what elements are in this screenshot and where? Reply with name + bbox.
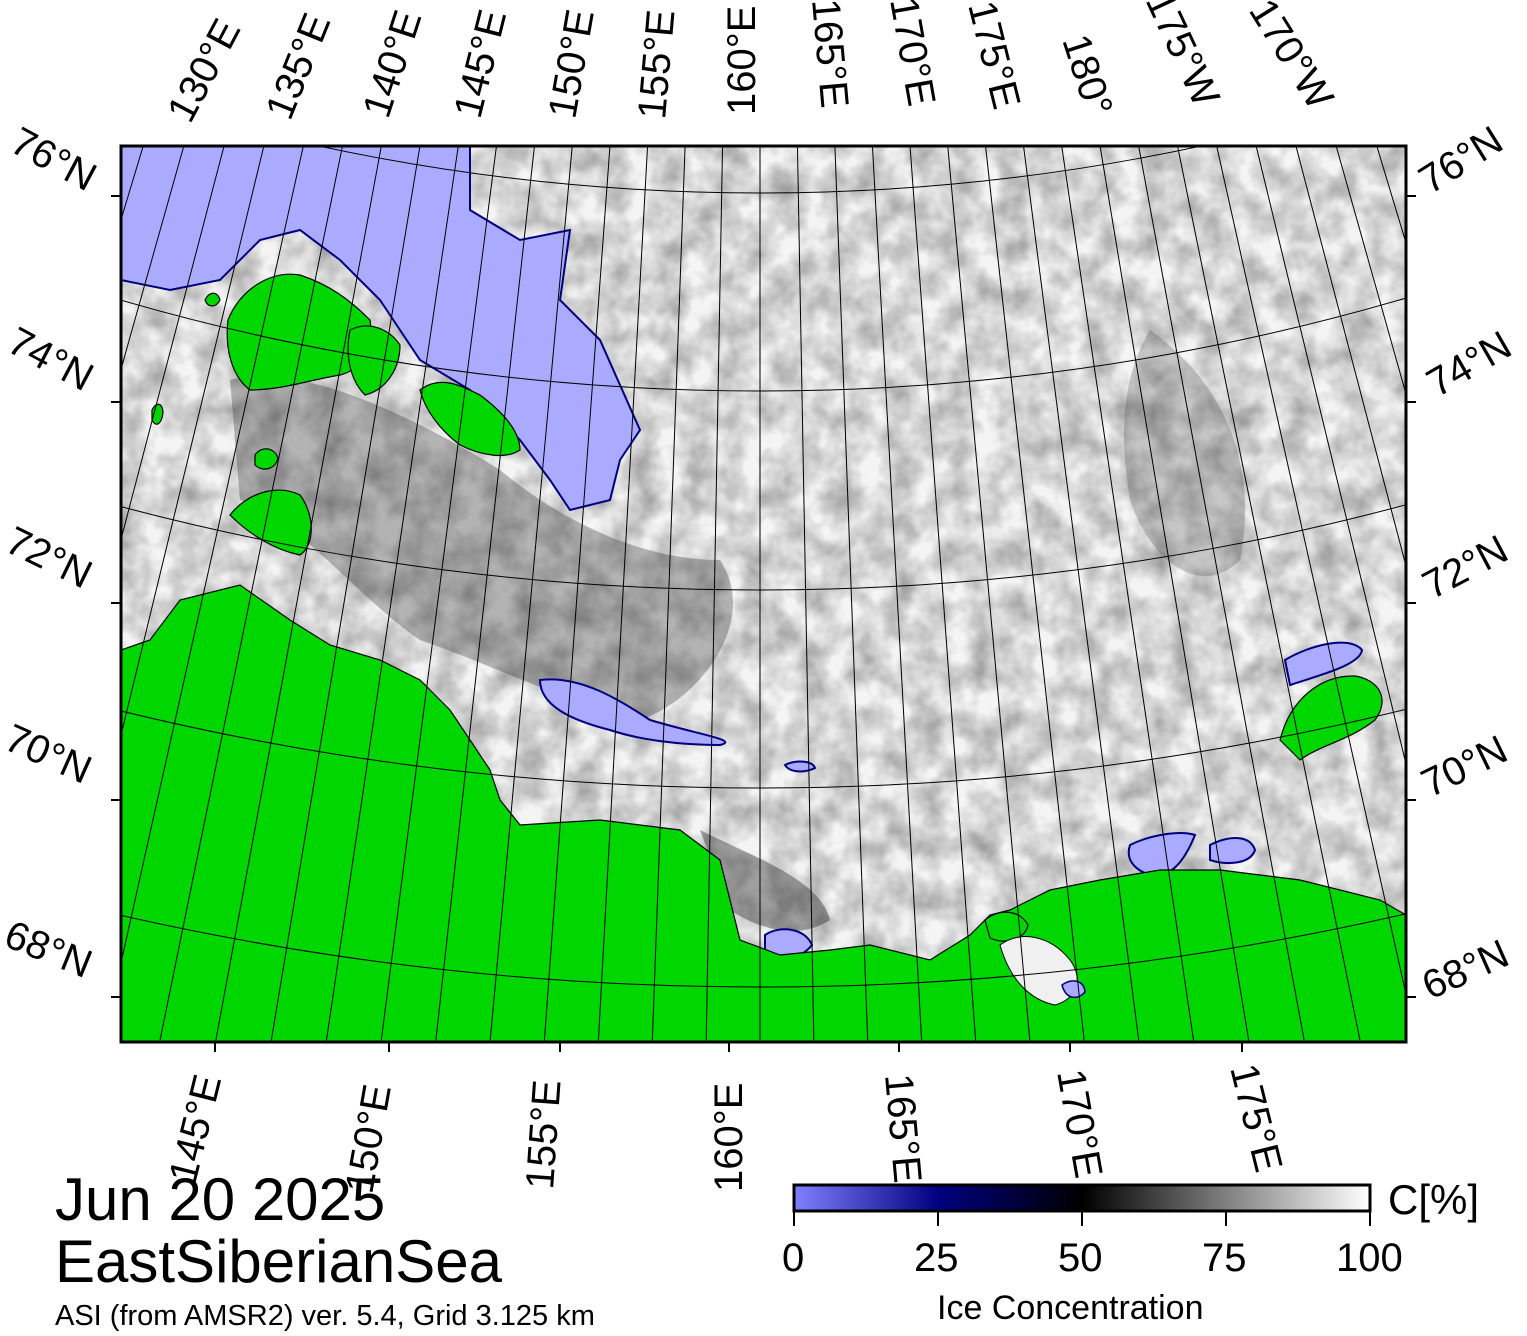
colorbar-ticks <box>793 1211 1371 1226</box>
dark-ice-zone <box>700 830 830 931</box>
right-lat-label: 68°N <box>1416 932 1516 1009</box>
top-lon-label: 150°E <box>541 6 603 121</box>
longitude-line <box>651 146 686 1042</box>
bottom-lon-label: 175°E <box>1221 1060 1290 1177</box>
open-water-patch <box>1283 641 1364 687</box>
top-lon-label: 175°W <box>1137 0 1228 113</box>
right-lat-label: 70°N <box>1415 727 1515 806</box>
right-latitude-labels: 76°N 74°N 72°N 70°N 68°N <box>1411 118 1518 1008</box>
small-island <box>204 292 221 307</box>
longitude-line <box>215 146 382 1042</box>
left-lat-label: 72°N <box>0 519 99 598</box>
top-lon-label: 140°E <box>355 5 431 123</box>
longitude-line <box>1295 146 1406 569</box>
top-lon-label: 180° <box>1053 29 1120 121</box>
top-lon-label: 170°E <box>881 0 943 109</box>
dark-ice-zone <box>1124 330 1246 577</box>
open-water-patch <box>783 760 817 773</box>
longitude-line <box>489 146 573 1042</box>
longitude-line <box>1177 146 1361 1042</box>
right-lat-label: 74°N <box>1420 323 1519 406</box>
longitude-line <box>796 146 815 1042</box>
longitude-line <box>985 146 1085 1042</box>
left-latitude-labels: 76°N 74°N 72°N 70°N 68°N <box>0 119 103 987</box>
top-lon-label: 135°E <box>258 7 340 125</box>
colorbar-tick-label: 50 <box>1058 1236 1103 1280</box>
new-siberia-island <box>419 381 521 456</box>
open-water-region <box>121 146 642 512</box>
top-lon-label: 155°E <box>630 8 683 121</box>
top-lon-label: 175°E <box>959 0 1028 113</box>
colorbar <box>792 1183 1372 1213</box>
left-lat-label: 68°N <box>0 913 98 987</box>
colorbar-tick-label: 25 <box>914 1236 959 1280</box>
longitude-line <box>121 146 304 966</box>
top-longitude-labels: 130°E 135°E 140°E 145°E 150°E 155°E 160°… <box>159 0 1342 129</box>
top-lon-label: 170°W <box>1240 0 1341 117</box>
dark-ice-zone <box>230 376 733 720</box>
top-lon-label: 145°E <box>446 5 515 122</box>
longitude-line <box>159 146 343 1042</box>
longitude-line <box>270 146 421 1042</box>
longitude-line <box>543 146 611 1042</box>
longitude-line <box>1138 146 1305 1042</box>
longitude-line <box>1023 146 1140 1042</box>
bottom-lon-label: 170°E <box>1048 1066 1110 1181</box>
longitude-line <box>909 146 977 1042</box>
map-frame <box>119 144 1408 1044</box>
wrangel-island <box>1279 675 1383 761</box>
bottom-lon-label: 160°E <box>707 1083 751 1192</box>
longitude-line <box>871 146 923 1042</box>
longitude-line <box>834 146 869 1042</box>
longitude-line <box>1099 146 1250 1042</box>
longitude-line <box>325 146 459 1042</box>
colorbar-tick-label: 0 <box>782 1236 805 1280</box>
longitude-line <box>380 146 497 1042</box>
colorbar-unit: C[%] <box>1388 1176 1480 1223</box>
longitude-line <box>1061 146 1195 1042</box>
map-date: Jun 20 2025 <box>55 1166 386 1233</box>
small-island <box>254 448 279 470</box>
left-lat-label: 76°N <box>4 119 104 200</box>
data-source: ASI (from AMSR2) ver. 5.4, Grid 3.125 km <box>55 1300 595 1332</box>
longitude-line <box>121 146 265 738</box>
top-lon-label: 160°E <box>720 6 764 115</box>
longitude-line <box>597 146 649 1042</box>
siberian-mainland <box>121 584 1406 1042</box>
left-lat-label: 74°N <box>1 319 101 400</box>
colorbar-tick-label: 75 <box>1202 1236 1247 1280</box>
longitude-line <box>1216 146 1406 997</box>
longitude-line <box>121 146 225 542</box>
top-lon-label: 130°E <box>159 12 249 129</box>
open-water-patch <box>538 678 727 747</box>
bottom-lon-label: 165°E <box>876 1072 929 1185</box>
right-lat-label: 72°N <box>1416 527 1516 608</box>
axis-ticks <box>111 195 1416 1052</box>
longitude-line <box>435 146 535 1042</box>
colorbar-title: Ice Concentration <box>937 1289 1204 1327</box>
colorbar-tick-label: 100 <box>1336 1236 1403 1280</box>
top-lon-label: 165°E <box>803 0 856 110</box>
region-name: EastSiberianSea <box>55 1228 502 1295</box>
longitude-line <box>947 146 1031 1042</box>
left-lat-label: 70°N <box>0 716 98 793</box>
small-island <box>984 911 1029 942</box>
bottom-lon-label: 155°E <box>518 1078 570 1190</box>
right-lat-label: 76°N <box>1411 118 1510 203</box>
longitude-line <box>1255 146 1406 767</box>
longitude-line <box>705 146 724 1042</box>
